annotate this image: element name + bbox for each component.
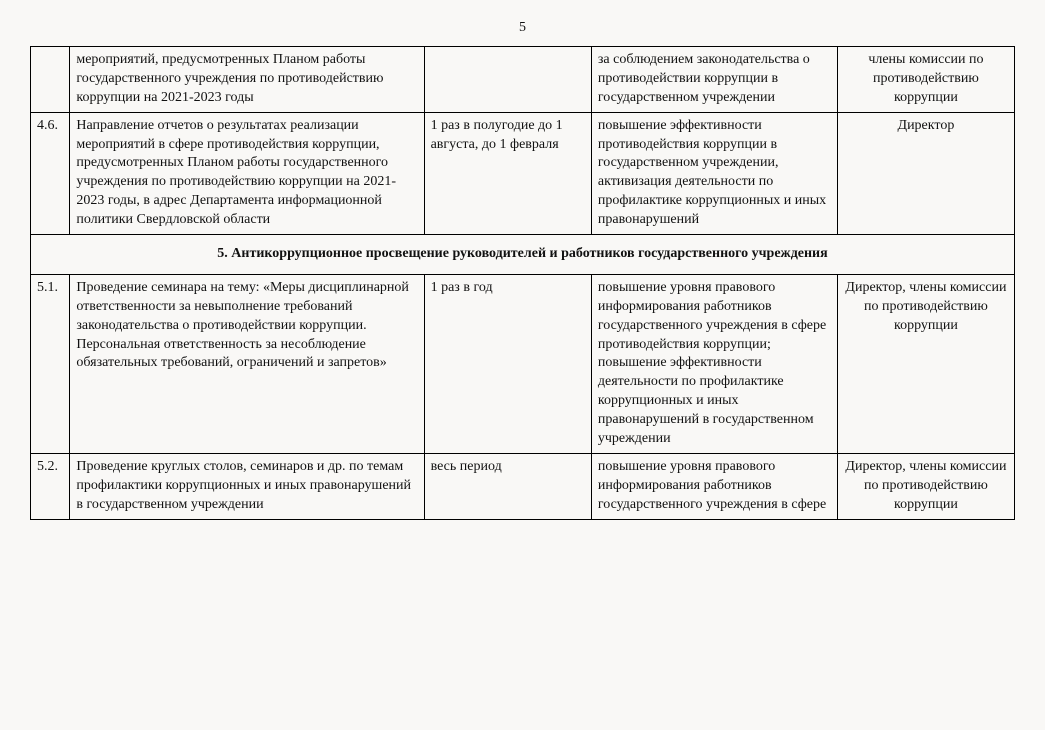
table-row: 4.6. Направление отчетов о результатах р…	[31, 112, 1015, 234]
row-activity: Проведение семинара на тему: «Меры дисци…	[70, 274, 424, 453]
row-outcome: повышение уровня правового информировани…	[591, 453, 837, 519]
row-outcome: повышение уровня правового информировани…	[591, 274, 837, 453]
row-responsible: члены комиссии по противодействию корруп…	[837, 47, 1014, 113]
row-activity: Направление отчетов о результатах реализ…	[70, 112, 424, 234]
row-activity: мероприятий, предусмотренных Планом рабо…	[70, 47, 424, 113]
section-header-text: 5. Антикоррупционное просвещение руковод…	[31, 235, 1015, 275]
page-number: 5	[30, 20, 1015, 36]
row-activity: Проведение круглых столов, семинаров и д…	[70, 453, 424, 519]
row-num: 5.2.	[31, 453, 70, 519]
row-period: весь период	[424, 453, 591, 519]
table-row: 5.2. Проведение круглых столов, семинаро…	[31, 453, 1015, 519]
row-responsible: Директор, члены комиссии по противодейст…	[837, 274, 1014, 453]
row-responsible: Директор, члены комиссии по противодейст…	[837, 453, 1014, 519]
plan-table: мероприятий, предусмотренных Планом рабо…	[30, 46, 1015, 520]
row-period	[424, 47, 591, 113]
row-num	[31, 47, 70, 113]
row-num: 5.1.	[31, 274, 70, 453]
section-header-row: 5. Антикоррупционное просвещение руковод…	[31, 235, 1015, 275]
row-num: 4.6.	[31, 112, 70, 234]
row-outcome: за соблюдением законодательства о против…	[591, 47, 837, 113]
row-period: 1 раз в полугодие до 1 августа, до 1 фев…	[424, 112, 591, 234]
table-row: 5.1. Проведение семинара на тему: «Меры …	[31, 274, 1015, 453]
table-row: мероприятий, предусмотренных Планом рабо…	[31, 47, 1015, 113]
row-outcome: повышение эффективности противодействия …	[591, 112, 837, 234]
row-period: 1 раз в год	[424, 274, 591, 453]
row-responsible: Директор	[837, 112, 1014, 234]
